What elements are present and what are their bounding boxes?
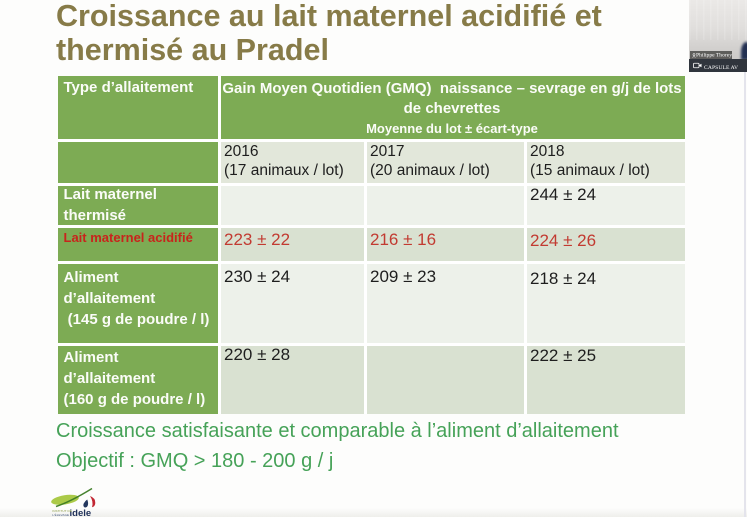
svg-text:idele: idele bbox=[70, 508, 92, 517]
svg-text:INSTITUT DE: INSTITUT DE bbox=[52, 509, 72, 513]
svg-text:L’ÉLEVAGE: L’ÉLEVAGE bbox=[52, 512, 69, 517]
